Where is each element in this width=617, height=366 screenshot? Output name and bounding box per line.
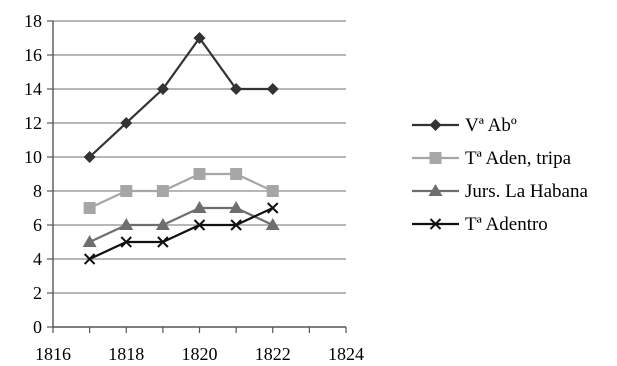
- legend-marker: [428, 184, 443, 196]
- axes: [47, 20, 347, 333]
- series-group: [82, 32, 280, 265]
- legend-label: Vª Abº: [465, 115, 517, 136]
- data-point: [266, 185, 279, 197]
- x-tick-label: 1816: [35, 344, 71, 364]
- legend-label: Jurs. La Habana: [465, 181, 588, 202]
- x-tick-label: 1824: [328, 344, 364, 364]
- data-point: [82, 235, 97, 247]
- series-1: [83, 168, 279, 214]
- series-line-2: [89, 206, 274, 243]
- data-point: [265, 218, 280, 230]
- data-point: [193, 32, 206, 44]
- data-point: [156, 185, 169, 197]
- data-point: [120, 185, 133, 197]
- y-tick-label: 4: [33, 249, 42, 269]
- x-tick-label: 1818: [108, 344, 144, 364]
- legend-marker: [429, 218, 442, 230]
- data-point: [156, 83, 169, 95]
- legend-label: Tª Adentro: [465, 214, 548, 235]
- legend-item: Tª Aden, tripa: [412, 148, 572, 169]
- y-tick-labels: 0 2 4 6 8 10 12 14 16 18: [24, 11, 42, 337]
- x-tick-labels: 1816 1818 1820 1822 1824: [35, 344, 364, 364]
- data-point: [229, 201, 244, 213]
- data-point: [83, 151, 96, 163]
- data-point: [230, 168, 243, 180]
- y-tick-label: 18: [24, 11, 42, 31]
- legend: Vª Abº Tª Aden, tripa Jurs. La Habana Tª Ad…: [412, 115, 588, 235]
- data-point: [120, 117, 133, 129]
- series-0: [83, 32, 279, 163]
- y-tick-label: 12: [24, 113, 42, 133]
- legend-item: Jurs. La Habana: [412, 181, 588, 202]
- data-point: [119, 218, 134, 230]
- series-2: [82, 201, 280, 247]
- series-line-0: [88, 36, 273, 158]
- x-tick-label: 1820: [182, 344, 218, 364]
- data-point: [230, 83, 243, 95]
- data-point: [120, 236, 132, 248]
- data-point: [193, 219, 206, 231]
- legend-item: Tª Adentro: [412, 214, 548, 235]
- data-point: [193, 168, 206, 180]
- y-tick-label: 2: [33, 283, 42, 303]
- y-tick-label: 10: [24, 147, 42, 167]
- y-tick-label: 16: [24, 45, 42, 65]
- series-3: [83, 202, 279, 265]
- data-point: [192, 201, 207, 213]
- y-tick-label: 14: [24, 79, 42, 99]
- data-point: [155, 218, 170, 230]
- data-point: [83, 253, 96, 265]
- data-point: [157, 236, 169, 248]
- data-point: [267, 202, 279, 214]
- series-line-3: [89, 207, 274, 260]
- series-line-1: [89, 172, 274, 209]
- y-tick-label: 6: [33, 215, 42, 235]
- legend-marker: [429, 152, 442, 164]
- data-point: [266, 83, 279, 95]
- x-tick-label: 1822: [255, 344, 291, 364]
- legend-item: Vª Abº: [412, 115, 517, 136]
- y-tick-label: 0: [33, 317, 42, 337]
- data-point: [230, 219, 242, 231]
- legend-label: Tª Aden, tripa: [465, 148, 572, 169]
- grid-lines: [53, 20, 346, 294]
- y-tick-label: 8: [33, 181, 42, 201]
- data-point: [83, 202, 96, 214]
- legend-marker: [429, 119, 442, 131]
